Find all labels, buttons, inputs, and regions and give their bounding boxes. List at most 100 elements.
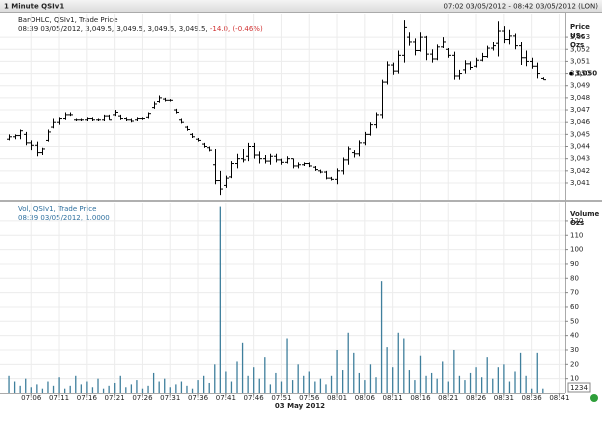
volume-bar — [80, 384, 82, 393]
y-tick-label: 3,050 — [570, 70, 590, 78]
volume-bar — [519, 352, 522, 393]
y-tick-label: 110 — [570, 231, 583, 239]
volume-bar — [280, 381, 283, 393]
volume-bar — [258, 378, 260, 393]
x-tick-label: 08:36 — [522, 394, 543, 402]
volume-bar — [525, 375, 527, 393]
x-tick-label: 08:06 — [355, 394, 376, 402]
x-tick-label: 08:01 — [327, 394, 347, 402]
volume-bar — [269, 384, 272, 393]
y-axis-title: USc — [570, 32, 585, 40]
volume-bar — [203, 375, 205, 393]
last-price-label: 3,050 — [575, 70, 597, 78]
x-tick-label: 07:31 — [160, 394, 180, 402]
volume-bar — [25, 378, 27, 393]
volume-bar — [102, 388, 105, 393]
volume-bar — [475, 367, 477, 393]
volume-bar — [19, 385, 21, 393]
y-tick-label: 3,048 — [570, 94, 590, 102]
volume-bar — [175, 384, 177, 393]
volume-bar — [97, 378, 99, 393]
status-indicator[interactable] — [590, 394, 598, 402]
counter[interactable]: 1234 — [570, 384, 588, 392]
volume-bar — [342, 370, 344, 393]
x-tick-label: 07:21 — [105, 394, 125, 402]
last-price-dot — [569, 71, 573, 76]
y-tick-label: 3,041 — [570, 179, 590, 187]
volume-bar — [158, 381, 160, 393]
legend-name: BarOHLC, QSIv1, Trade Price — [18, 16, 118, 24]
volume-bar — [186, 385, 188, 393]
volume-bar — [380, 281, 383, 393]
y-tick-label: 60 — [570, 303, 579, 311]
x-tick-label: 07:46 — [244, 394, 265, 402]
volume-bar — [47, 381, 49, 393]
volume-bar — [13, 381, 16, 393]
volume-bar — [52, 385, 55, 393]
x-tick-label: 07:16 — [77, 394, 98, 402]
time-range: 07:02 03/05/2012 - 08:42 03/05/2012 (LON… — [443, 3, 598, 11]
volume-bar — [141, 388, 144, 393]
volume-bar — [542, 388, 544, 393]
window-title: 1 Minute QSIv1 — [4, 3, 64, 11]
volume-bar — [347, 332, 349, 393]
y-tick-label: 3,044 — [570, 143, 591, 151]
volume-bar — [408, 370, 411, 393]
volume-bar — [364, 380, 366, 393]
volume-bar — [469, 372, 472, 393]
volume-bar — [75, 375, 77, 393]
volume-bar — [514, 371, 516, 393]
y-tick-label: 120 — [570, 217, 583, 225]
y-tick-label: 3,043 — [570, 155, 590, 163]
volume-bar — [503, 364, 505, 393]
volume-bar — [297, 364, 299, 393]
counter-box[interactable] — [567, 382, 591, 393]
volume-bar — [58, 377, 60, 393]
x-tick-label: 08:41 — [549, 394, 569, 402]
x-tick-label: 07:51 — [271, 394, 291, 402]
volume-bar — [241, 342, 244, 393]
volume-bar — [230, 381, 233, 393]
volume-bar — [458, 375, 461, 393]
volume-bar — [247, 375, 249, 393]
volume-bar — [225, 371, 227, 393]
volume-bar — [436, 378, 438, 393]
volume-bar — [208, 382, 210, 393]
volume-bar — [375, 377, 377, 393]
volume-bar — [119, 375, 121, 393]
volume-bar — [169, 387, 171, 393]
x-tick-label: 08:21 — [438, 394, 458, 402]
volume-bar — [264, 357, 266, 393]
volume-bar — [397, 332, 399, 393]
x-tick-label: 08:31 — [494, 394, 514, 402]
volume-bar — [353, 352, 355, 393]
x-tick-label: 07:56 — [299, 394, 320, 402]
volume-bar — [275, 372, 277, 393]
legend-line: 08:39 03/05/2012, 3,049.5, 3,049.5, 3,04… — [18, 25, 208, 33]
x-axis-title: 03 May 2012 — [275, 402, 325, 410]
y-tick-label: 3,045 — [570, 130, 590, 138]
x-tick-label: 07:41 — [216, 394, 236, 402]
y-axis-title: Volume — [570, 210, 600, 218]
volume-title: Vol, QSIv1, Trade Price — [18, 205, 96, 213]
volume-bar — [386, 347, 388, 393]
volume-bar — [91, 387, 94, 393]
volume-bar — [425, 375, 427, 393]
volume-bar — [464, 380, 466, 393]
volume-bar — [108, 385, 110, 393]
volume-bar — [214, 364, 216, 393]
x-tick-label: 08:26 — [466, 394, 487, 402]
volume-bar — [508, 381, 511, 393]
y-tick-label: 20 — [570, 360, 579, 368]
volume-bar — [152, 372, 155, 393]
volume-bar — [291, 380, 294, 393]
volume-bar — [64, 388, 66, 393]
y-tick-label: 3,042 — [570, 167, 590, 175]
y-tick-label: 80 — [570, 274, 579, 282]
volume-bar — [36, 384, 38, 393]
volume-bar — [303, 375, 305, 393]
volume-bar — [147, 385, 149, 393]
x-tick-label: 07:11 — [49, 394, 69, 402]
volume-subtitle: 08:39 03/05/2012, 1.0000 — [18, 214, 110, 222]
